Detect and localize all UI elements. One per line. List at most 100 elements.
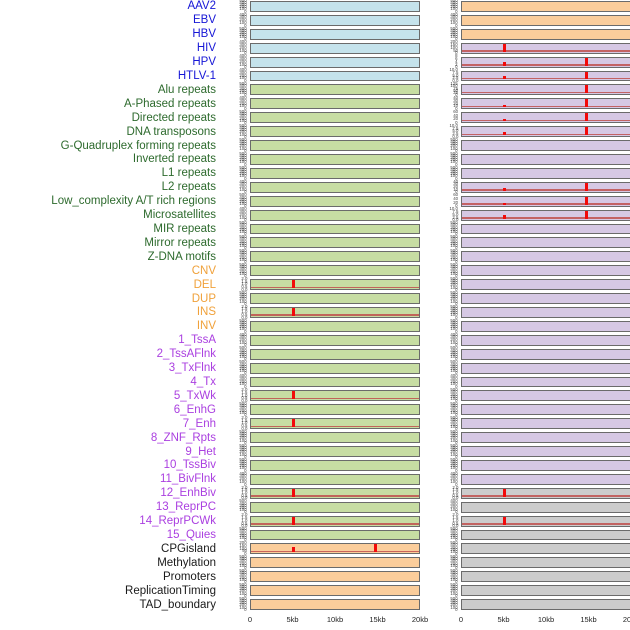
data-bar[interactable] — [502, 188, 506, 191]
track-row[interactable]: 500 400 300 200 100 0 — [226, 290, 422, 306]
track-row[interactable]: 2.0 1.5 1.0 0.5 0.0 — [226, 416, 422, 431]
track-row[interactable]: 400 300 200 100 0 — [437, 332, 630, 348]
track-plot-area[interactable] — [461, 279, 630, 291]
data-bar[interactable] — [584, 127, 588, 136]
track-plot-area[interactable] — [461, 70, 630, 82]
track-plot-area[interactable] — [250, 1, 420, 12]
data-bar[interactable] — [584, 99, 588, 108]
track-plot-area[interactable] — [461, 251, 630, 263]
track-plot-area[interactable] — [250, 42, 420, 54]
track-plot-area[interactable] — [461, 571, 630, 583]
track-plot-area[interactable] — [250, 28, 420, 40]
track-row[interactable]: 500 400 300 200 100 0 — [437, 276, 630, 292]
track-plot-area[interactable] — [250, 140, 420, 151]
track-row[interactable]: 400 300 200 100 0 — [226, 332, 422, 348]
track-plot-area[interactable] — [461, 543, 630, 555]
track-row[interactable]: 500 400 300 200 100 0 — [226, 26, 422, 42]
track-row[interactable]: 500 400 300 200 100 0 — [437, 388, 630, 403]
track-row[interactable]: 500 400 300 200 100 0 — [226, 235, 422, 250]
track-row[interactable]: 500 400 300 200 100 0 — [226, 263, 422, 278]
data-bar[interactable] — [502, 76, 506, 80]
track-row[interactable]: 500 400 300 200 100 0 — [437, 457, 630, 473]
track-plot-area[interactable] — [461, 334, 630, 346]
track-plot-area[interactable] — [461, 209, 630, 221]
data-bar[interactable] — [584, 113, 588, 122]
track-row[interactable]: 500 400 300 200 100 0 — [226, 318, 422, 334]
track-plot-area[interactable] — [461, 418, 630, 430]
track-row[interactable]: 10.0 7.5 5.0 2.5 0.0 — [437, 123, 630, 139]
track-plot-area[interactable] — [250, 279, 420, 291]
track-plot-area[interactable] — [250, 307, 420, 318]
track-plot-area[interactable] — [250, 404, 420, 416]
track-plot-area[interactable] — [250, 237, 420, 249]
track-plot-area[interactable] — [250, 154, 420, 165]
track-row[interactable]: 500 400 300 200 100 0 — [226, 137, 422, 153]
track-row[interactable]: 500 400 300 200 100 0 — [226, 457, 422, 473]
track-plot-area[interactable] — [250, 501, 420, 513]
track-plot-area[interactable] — [461, 599, 630, 610]
track-row[interactable]: 500 400 300 200 100 0 — [437, 151, 630, 167]
track-plot-area[interactable] — [461, 487, 630, 499]
track-plot-area[interactable] — [250, 320, 420, 332]
track-plot-area[interactable] — [250, 293, 420, 304]
data-bar[interactable] — [291, 391, 295, 400]
track-plot-area[interactable] — [250, 390, 420, 402]
track-plot-area[interactable] — [250, 529, 420, 541]
track-plot-area[interactable] — [461, 307, 630, 318]
track-plot-area[interactable] — [250, 14, 420, 26]
track-plot-area[interactable] — [461, 446, 630, 457]
data-bar[interactable] — [584, 196, 588, 205]
data-bar[interactable] — [291, 280, 295, 289]
data-bar[interactable] — [502, 516, 506, 525]
track-row[interactable]: 40 30 20 10 0 — [437, 96, 630, 111]
track-row[interactable]: 400 300 200 100 0 — [226, 68, 422, 84]
track-plot-area[interactable] — [461, 404, 630, 416]
track-row[interactable]: 500 400 300 200 100 0 — [437, 569, 630, 584]
track-row[interactable]: 125 100 75 50 25 0 — [437, 82, 630, 97]
track-row[interactable]: 500 400 300 200 100 0 — [437, 555, 630, 570]
track-plot-area[interactable] — [461, 42, 630, 54]
track-row[interactable]: 10.0 7.5 5.0 2.5 0.0 — [437, 207, 630, 223]
track-row[interactable]: 400 300 200 100 0 — [226, 54, 422, 70]
track-plot-area[interactable] — [250, 195, 420, 207]
track-row[interactable]: 500 400 300 200 100 0 — [437, 416, 630, 431]
track-plot-area[interactable] — [250, 334, 420, 346]
track-row[interactable]: 200 150 100 50 0 — [437, 40, 630, 56]
track-row[interactable]: 400 300 200 100 0 — [437, 471, 630, 487]
track-row[interactable]: 500 400 300 200 100 0 — [437, 165, 630, 181]
track-row[interactable]: 400 300 200 100 0 — [437, 12, 630, 28]
track-row[interactable]: 500 400 300 200 100 0 — [437, 429, 630, 445]
data-bar[interactable] — [291, 419, 295, 428]
track-plot-area[interactable] — [250, 473, 420, 485]
track-plot-area[interactable] — [461, 28, 630, 40]
track-plot-area[interactable] — [461, 529, 630, 541]
track-plot-area[interactable] — [250, 376, 420, 388]
track-plot-area[interactable] — [461, 362, 630, 374]
track-plot-area[interactable] — [250, 543, 420, 555]
track-row[interactable]: 500 400 300 200 100 0 — [437, 290, 630, 306]
track-row[interactable]: 500 400 300 200 100 0 — [226, 221, 422, 237]
track-plot-area[interactable] — [250, 181, 420, 193]
track-plot-area[interactable] — [461, 376, 630, 388]
track-row[interactable]: 500 400 300 200 100 0 — [437, 443, 630, 459]
track-plot-area[interactable] — [461, 348, 630, 360]
track-row[interactable]: 500 400 300 200 100 0 — [226, 193, 422, 209]
track-row[interactable]: 400 300 200 100 0 — [226, 96, 422, 111]
track-plot-area[interactable] — [250, 446, 420, 457]
track-plot-area[interactable] — [461, 167, 630, 179]
track-plot-area[interactable] — [461, 320, 630, 332]
track-row[interactable]: 500 400 300 200 100 0 — [437, 360, 630, 376]
track-row[interactable]: 400 300 200 100 0 — [437, 499, 630, 515]
data-bar[interactable] — [291, 516, 295, 525]
track-row[interactable]: 500 400 300 200 100 0 — [437, 582, 630, 598]
track-row[interactable]: 500 400 300 200 100 0 — [437, 263, 630, 278]
track-plot-area[interactable] — [250, 56, 420, 68]
track-row[interactable]: 500 400 300 200 100 0 — [226, 555, 422, 570]
track-plot-area[interactable] — [461, 585, 630, 597]
track-row[interactable]: 500 400 300 200 100 0 — [437, 0, 630, 14]
data-bar[interactable] — [502, 131, 506, 136]
track-plot-area[interactable] — [250, 515, 420, 527]
track-row[interactable]: 500 400 300 200 100 0 — [437, 26, 630, 42]
track-row[interactable]: 500 400 300 200 100 0 — [437, 541, 630, 556]
track-row[interactable]: 500 400 300 200 100 0 — [437, 402, 630, 417]
